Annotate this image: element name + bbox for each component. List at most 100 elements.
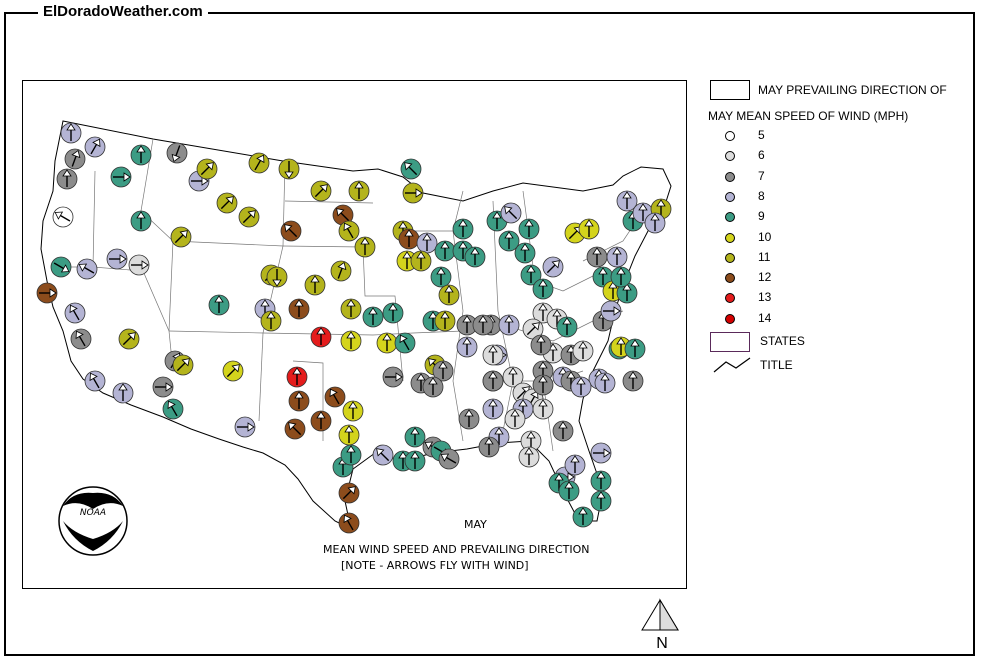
station-marker — [542, 256, 564, 278]
station-marker — [514, 242, 536, 264]
station-marker — [586, 246, 608, 268]
speed-label-7: 7 — [758, 168, 765, 183]
station-marker — [422, 376, 444, 398]
wind-arrow-icon — [344, 425, 354, 443]
station-marker — [340, 444, 362, 466]
states-label: STATES — [760, 334, 805, 348]
station-marker — [170, 226, 192, 248]
speed-label-8: 8 — [758, 188, 765, 203]
wind-arrow-icon — [616, 337, 626, 355]
wind-arrow-icon — [294, 391, 304, 409]
station-marker — [278, 158, 300, 180]
wind-arrow-icon — [444, 285, 454, 303]
direction-label: MAY PREVAILING DIRECTION OF — [758, 83, 947, 97]
wind-arrow-icon — [376, 448, 390, 462]
station-marker — [482, 398, 504, 420]
speed-swatch-13 — [725, 293, 735, 304]
station-marker — [84, 136, 106, 158]
wind-arrow-icon — [428, 377, 438, 395]
station-marker — [50, 256, 72, 278]
station-marker — [456, 314, 478, 336]
station-marker — [558, 480, 580, 502]
wind-arrow-icon — [470, 247, 480, 265]
wind-arrow-icon — [284, 161, 294, 179]
station-marker — [362, 306, 384, 328]
wind-arrow-icon — [136, 145, 146, 163]
station-marker — [472, 314, 494, 336]
speed-swatch-7 — [725, 171, 735, 182]
station-marker — [594, 372, 616, 394]
speed-label-5: 5 — [758, 128, 765, 142]
wind-arrow-icon — [462, 315, 472, 333]
wind-arrow-icon — [398, 451, 408, 469]
wind-arrow-icon — [69, 304, 80, 321]
wind-arrow-icon — [284, 224, 298, 238]
wind-arrow-icon — [354, 181, 364, 199]
wind-arrow-icon — [562, 317, 572, 335]
station-marker — [340, 298, 362, 320]
wind-arrow-icon — [538, 303, 548, 321]
station-marker — [330, 260, 352, 282]
wind-arrow-icon — [593, 448, 611, 458]
wind-arrow-icon — [504, 206, 518, 220]
wind-arrow-icon — [242, 210, 256, 224]
wind-arrow-icon — [600, 373, 610, 391]
wind-arrow-icon — [388, 303, 398, 321]
station-marker — [590, 490, 612, 512]
station-marker — [616, 190, 638, 212]
wind-arrow-icon — [436, 267, 446, 285]
speed-swatch-14 — [725, 313, 735, 324]
speed-title: MAY MEAN SPEED OF WIND (MPH) — [708, 109, 909, 123]
station-marker — [338, 220, 360, 242]
wind-arrow-icon — [494, 427, 504, 445]
wind-arrow-icon — [346, 299, 356, 317]
station-marker — [564, 454, 586, 476]
wind-arrow-icon — [66, 123, 76, 141]
wind-arrow-icon — [343, 222, 354, 239]
station-marker — [590, 442, 612, 464]
wind-arrow-icon — [536, 335, 546, 353]
station-marker — [152, 376, 174, 398]
wind-arrow-icon — [622, 191, 632, 209]
station-marker — [404, 450, 426, 472]
station-marker — [404, 426, 426, 448]
wind-arrow-icon — [122, 332, 136, 346]
station-marker — [600, 300, 622, 322]
wind-arrow-icon — [294, 299, 304, 317]
station-marker — [522, 318, 544, 340]
wind-arrow-icon — [171, 145, 181, 163]
station-marker — [578, 218, 600, 240]
speed-swatch-6 — [725, 151, 735, 162]
wind-arrow-icon — [174, 230, 188, 244]
wind-arrow-icon — [484, 437, 494, 455]
station-marker — [332, 204, 354, 226]
wind-arrow-icon — [410, 451, 420, 469]
speed-label-10: 10 — [758, 229, 772, 244]
wind-arrow-icon — [382, 333, 392, 351]
station-marker — [64, 302, 86, 324]
wind-arrow-icon — [526, 265, 536, 283]
wind-arrow-icon — [337, 261, 347, 279]
station-marker — [266, 266, 288, 288]
wind-arrow-icon — [546, 260, 560, 274]
station-marker — [286, 366, 308, 388]
speed-label-11: 11 — [758, 249, 771, 264]
speed-swatch-12 — [725, 273, 735, 284]
station-marker — [338, 482, 360, 504]
wind-arrow-icon — [75, 330, 86, 347]
station-marker — [310, 326, 332, 348]
wind-arrow-icon — [109, 254, 127, 264]
wind-arrow-icon — [504, 231, 514, 249]
wind-arrow-icon — [508, 367, 518, 385]
station-marker — [434, 310, 456, 332]
wind-arrow-icon — [254, 154, 265, 171]
speed-swatch-11 — [725, 252, 735, 263]
station-marker — [464, 246, 486, 268]
station-marker — [478, 436, 500, 458]
wind-arrow-icon — [650, 213, 660, 231]
wind-arrow-icon — [464, 409, 474, 427]
station-marker — [552, 420, 574, 442]
wind-arrow-icon — [492, 211, 502, 229]
site-title[interactable]: ElDoradoWeather.com — [38, 3, 208, 20]
caption-title: MEAN WIND SPEED AND PREVAILING DIRECTION — [323, 543, 590, 556]
